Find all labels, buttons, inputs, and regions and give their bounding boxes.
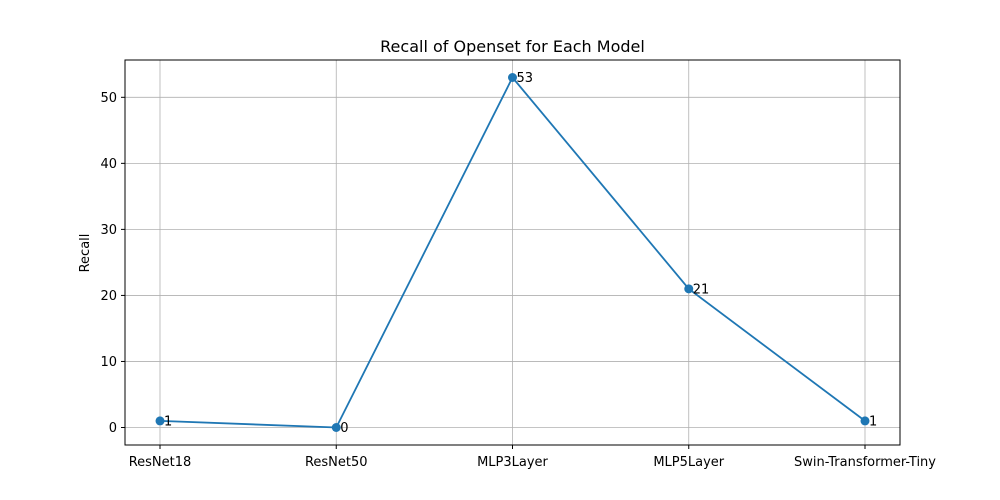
data-point: [155, 416, 165, 426]
y-tick-label: 50: [100, 91, 117, 106]
plot-frame: [124, 59, 901, 446]
data-label: 1: [869, 414, 877, 429]
data-point: [508, 73, 517, 82]
y-tick-label: 30: [100, 223, 117, 238]
data-label: 53: [517, 71, 534, 86]
data-label: 0: [340, 421, 348, 436]
y-tick-label: 40: [100, 157, 117, 172]
y-axis: 0 10 20 30 40 50: [100, 91, 125, 436]
data-point: [331, 423, 341, 432]
x-tick-label: ResNet50: [305, 455, 368, 470]
x-tick-label: MLP3Layer: [477, 455, 548, 470]
series-layer: 1 0 53 21 1: [155, 71, 877, 436]
chart-title: Recall of Openset for Each Model: [380, 37, 645, 56]
y-tick-label: 20: [100, 289, 117, 304]
data-label: 21: [693, 282, 710, 297]
y-tick-label: 10: [100, 355, 117, 370]
data-point: [860, 416, 870, 426]
x-tick-label: Swin-Transformer-Tiny: [794, 455, 936, 470]
x-axis: ResNet18 ResNet50 MLP3Layer MLP5Layer Swin-T…: [129, 445, 936, 470]
y-tick-label: 0: [109, 421, 117, 436]
x-tick-label: ResNet18: [129, 455, 192, 470]
x-tick-label: MLP5Layer: [653, 455, 724, 470]
y-axis-label: Recall: [78, 234, 93, 273]
grid: [125, 60, 900, 445]
data-label: 1: [164, 414, 172, 429]
data-point: [684, 284, 694, 294]
